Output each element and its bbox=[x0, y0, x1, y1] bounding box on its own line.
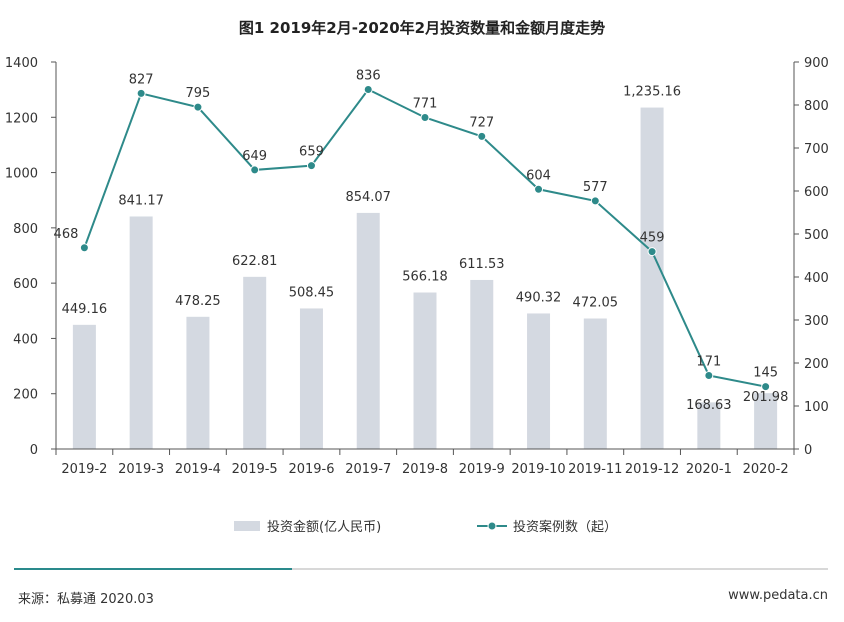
axes-layer: 0 200 400 600 800 1000 1200 1400 0 100 200 300 400 50… bbox=[5, 56, 829, 477]
labels-layer: 449.16 841.17 478.25 622.81 508.45 854.07 566.… bbox=[54, 69, 789, 413]
count-point-2020-1 bbox=[704, 370, 714, 380]
count-value-label: 459 bbox=[640, 231, 665, 246]
legend-bar-label: 投资金额(亿人民币) bbox=[267, 519, 381, 535]
bar-2019-5 bbox=[243, 276, 267, 449]
bar-2019-3 bbox=[129, 216, 153, 449]
bars-layer bbox=[72, 107, 778, 450]
source-note: 来源：私募通 2020.03 bbox=[18, 592, 154, 607]
bar-value-label: 1,235.16 bbox=[623, 85, 681, 100]
y-right-tick-label: 600 bbox=[804, 185, 829, 200]
count-point-2019-2 bbox=[79, 243, 89, 253]
y-left-tick-label: 600 bbox=[13, 277, 38, 292]
bar-2019-4 bbox=[186, 316, 210, 449]
count-point-2019-4 bbox=[193, 102, 203, 112]
website-link: www.pedata.cn bbox=[728, 588, 828, 603]
bar-value-label: 168.63 bbox=[686, 398, 732, 413]
count-value-label: 836 bbox=[356, 69, 381, 84]
count-point-2019-9 bbox=[477, 131, 487, 141]
y-left-tick-label: 1000 bbox=[5, 167, 38, 182]
count-point-2019-10 bbox=[534, 184, 544, 194]
bar-2019-9 bbox=[470, 279, 494, 449]
bar-2020-1 bbox=[697, 402, 721, 449]
count-value-label: 771 bbox=[413, 96, 438, 111]
count-point-2019-11 bbox=[590, 196, 600, 206]
y-right-tick-label: 800 bbox=[804, 99, 829, 114]
x-tick-label: 2019-2 bbox=[61, 462, 107, 477]
y-left-tick-label: 800 bbox=[13, 222, 38, 237]
bar-2019-6 bbox=[299, 308, 323, 449]
count-value-label: 468 bbox=[54, 227, 79, 242]
bar-value-label: 490.32 bbox=[516, 290, 562, 305]
x-tick-label: 2020-2 bbox=[743, 462, 789, 477]
y-right-tick-label: 900 bbox=[804, 56, 829, 71]
count-point-2019-8 bbox=[420, 112, 430, 122]
y-right-tick-label: 100 bbox=[804, 400, 829, 415]
x-tick-label: 2020-1 bbox=[686, 462, 732, 477]
bar-2020-2 bbox=[754, 393, 778, 449]
y-left-tick-label: 1200 bbox=[5, 111, 38, 126]
y-right-tick-label: 500 bbox=[804, 228, 829, 243]
count-point-2020-2 bbox=[761, 382, 771, 392]
footer-divider-accent bbox=[14, 568, 292, 570]
x-tick-label: 2019-7 bbox=[345, 462, 391, 477]
x-tick-label: 2019-10 bbox=[511, 462, 565, 477]
y-right-tick-label: 700 bbox=[804, 142, 829, 157]
footer-divider bbox=[292, 568, 828, 570]
count-value-label: 795 bbox=[186, 86, 211, 101]
bar-value-label: 854.07 bbox=[345, 190, 391, 205]
legend: 投资金额(亿人民币) 投资案例数（起） bbox=[234, 519, 617, 535]
legend-bar-swatch bbox=[234, 521, 260, 531]
bar-value-label: 449.16 bbox=[62, 302, 108, 317]
bar-2019-11 bbox=[583, 318, 607, 449]
count-value-label: 604 bbox=[526, 168, 551, 183]
bar-2019-8 bbox=[413, 292, 437, 449]
chart-title: 图1 2019年2月-2020年2月投资数量和金额月度走势 bbox=[239, 19, 605, 37]
count-value-label: 827 bbox=[129, 72, 154, 87]
bar-value-label: 201.98 bbox=[743, 390, 789, 405]
y-right-tick-label: 200 bbox=[804, 357, 829, 372]
count-value-label: 577 bbox=[583, 180, 608, 195]
bar-2019-10 bbox=[527, 313, 551, 449]
bar-value-label: 622.81 bbox=[232, 254, 278, 269]
x-tick-label: 2019-3 bbox=[118, 462, 164, 477]
legend-line-label: 投资案例数（起） bbox=[513, 519, 617, 535]
count-point-2019-7 bbox=[363, 85, 373, 95]
count-point-2019-6 bbox=[306, 161, 316, 171]
bar-2019-7 bbox=[356, 212, 380, 449]
bar-value-label: 508.45 bbox=[289, 285, 335, 300]
bar-value-label: 472.05 bbox=[573, 296, 619, 311]
x-tick-label: 2019-6 bbox=[288, 462, 334, 477]
bar-value-label: 611.53 bbox=[459, 257, 505, 272]
x-tick-label: 2019-8 bbox=[402, 462, 448, 477]
y-left-tick-label: 200 bbox=[13, 388, 38, 403]
x-tick-label: 2019-4 bbox=[175, 462, 221, 477]
count-value-label: 145 bbox=[753, 366, 778, 381]
count-point-2019-5 bbox=[250, 165, 260, 175]
x-tick-label: 2019-12 bbox=[625, 462, 679, 477]
y-right-tick-label: 300 bbox=[804, 314, 829, 329]
bar-value-label: 478.25 bbox=[175, 294, 221, 309]
x-tick-label: 2019-11 bbox=[568, 462, 622, 477]
count-point-2019-12 bbox=[647, 247, 657, 257]
bar-value-label: 566.18 bbox=[402, 269, 448, 284]
count-value-label: 727 bbox=[469, 115, 494, 130]
count-point-2019-3 bbox=[136, 88, 146, 98]
line-layer bbox=[79, 85, 771, 392]
legend-line-marker bbox=[487, 521, 497, 531]
count-value-label: 171 bbox=[696, 354, 721, 369]
y-right-tick-label: 400 bbox=[804, 271, 829, 286]
y-left-tick-label: 400 bbox=[13, 332, 38, 347]
bar-value-label: 841.17 bbox=[118, 193, 164, 208]
x-tick-label: 2019-9 bbox=[459, 462, 505, 477]
count-value-label: 649 bbox=[242, 149, 267, 164]
count-value-label: 659 bbox=[299, 145, 324, 160]
bar-2019-12 bbox=[640, 107, 664, 450]
x-tick-label: 2019-5 bbox=[232, 462, 278, 477]
y-left-tick-label: 0 bbox=[30, 443, 38, 458]
y-right-tick-label: 0 bbox=[804, 443, 812, 458]
y-left-tick-label: 1400 bbox=[5, 56, 38, 71]
bar-2019-2 bbox=[72, 324, 96, 449]
